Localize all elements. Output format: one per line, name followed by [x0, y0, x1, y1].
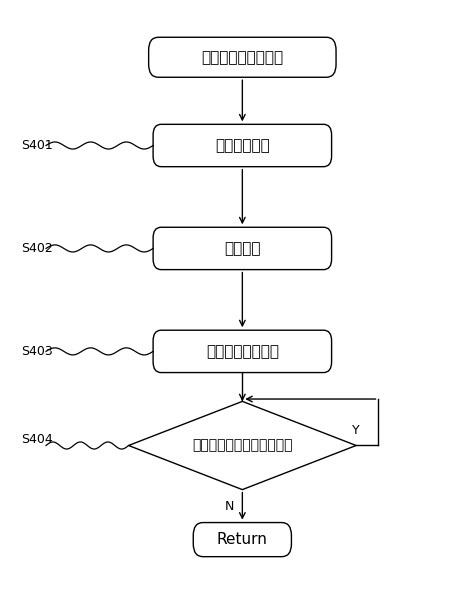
Text: S402: S402: [22, 242, 53, 255]
Text: S403: S403: [22, 345, 53, 358]
Text: アルコール発酵処理: アルコール発酵処理: [201, 50, 283, 65]
Text: 酵母投入: 酵母投入: [224, 241, 260, 256]
Text: S401: S401: [22, 139, 53, 152]
Text: エタノール量が更に増加か: エタノール量が更に増加か: [192, 439, 293, 453]
Text: Y: Y: [352, 424, 359, 437]
Polygon shape: [128, 401, 356, 489]
FancyBboxPatch shape: [153, 124, 332, 167]
Text: S404: S404: [22, 433, 53, 446]
Text: N: N: [224, 499, 233, 512]
Text: Return: Return: [217, 532, 268, 547]
FancyBboxPatch shape: [193, 522, 291, 557]
FancyBboxPatch shape: [153, 330, 332, 372]
FancyBboxPatch shape: [153, 228, 332, 269]
Text: 冷却中の待機: 冷却中の待機: [215, 138, 270, 153]
Text: タンク内の嫌気化: タンク内の嫌気化: [206, 344, 279, 359]
FancyBboxPatch shape: [149, 37, 336, 77]
